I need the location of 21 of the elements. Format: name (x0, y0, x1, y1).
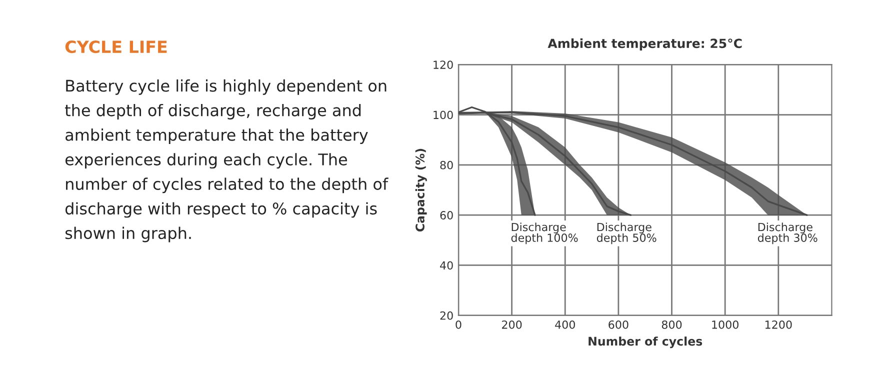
x-tick-label: 1200 (765, 320, 792, 329)
series-label: Discharge depth 100% (511, 222, 578, 244)
series-label: Discharge depth 30% (758, 222, 818, 244)
y-tick-label: 80 (440, 160, 453, 170)
x-tick-label: 800 (662, 320, 682, 329)
y-tick-label: 60 (440, 211, 453, 220)
x-tick-label: 600 (608, 320, 628, 329)
y-axis-title: Capacity (%) (415, 148, 427, 232)
x-tick-label: 0 (456, 320, 462, 329)
text: Battery cycle life is highly dependent on the depth of discharge, recharge and ambient temperature that the battery experiences during each cycle. The number of cycles related to the depth of discharge with respect to % capacity is shown in graph. (65, 79, 388, 242)
y-tick-label: 40 (440, 261, 453, 270)
chart-title: Ambient temperature: 25°C (548, 38, 742, 51)
text: CYCLE LIFE (65, 40, 167, 54)
x-tick-label: 1000 (712, 320, 738, 329)
series-label: Discharge depth 50% (596, 222, 656, 244)
y-tick-label: 20 (440, 311, 453, 320)
y-tick-label: 120 (434, 60, 453, 69)
x-tick-label: 400 (555, 320, 575, 329)
x-axis-title: Number of cycles (588, 336, 702, 348)
y-tick-label: 100 (434, 110, 453, 120)
x-tick-label: 200 (502, 320, 522, 329)
